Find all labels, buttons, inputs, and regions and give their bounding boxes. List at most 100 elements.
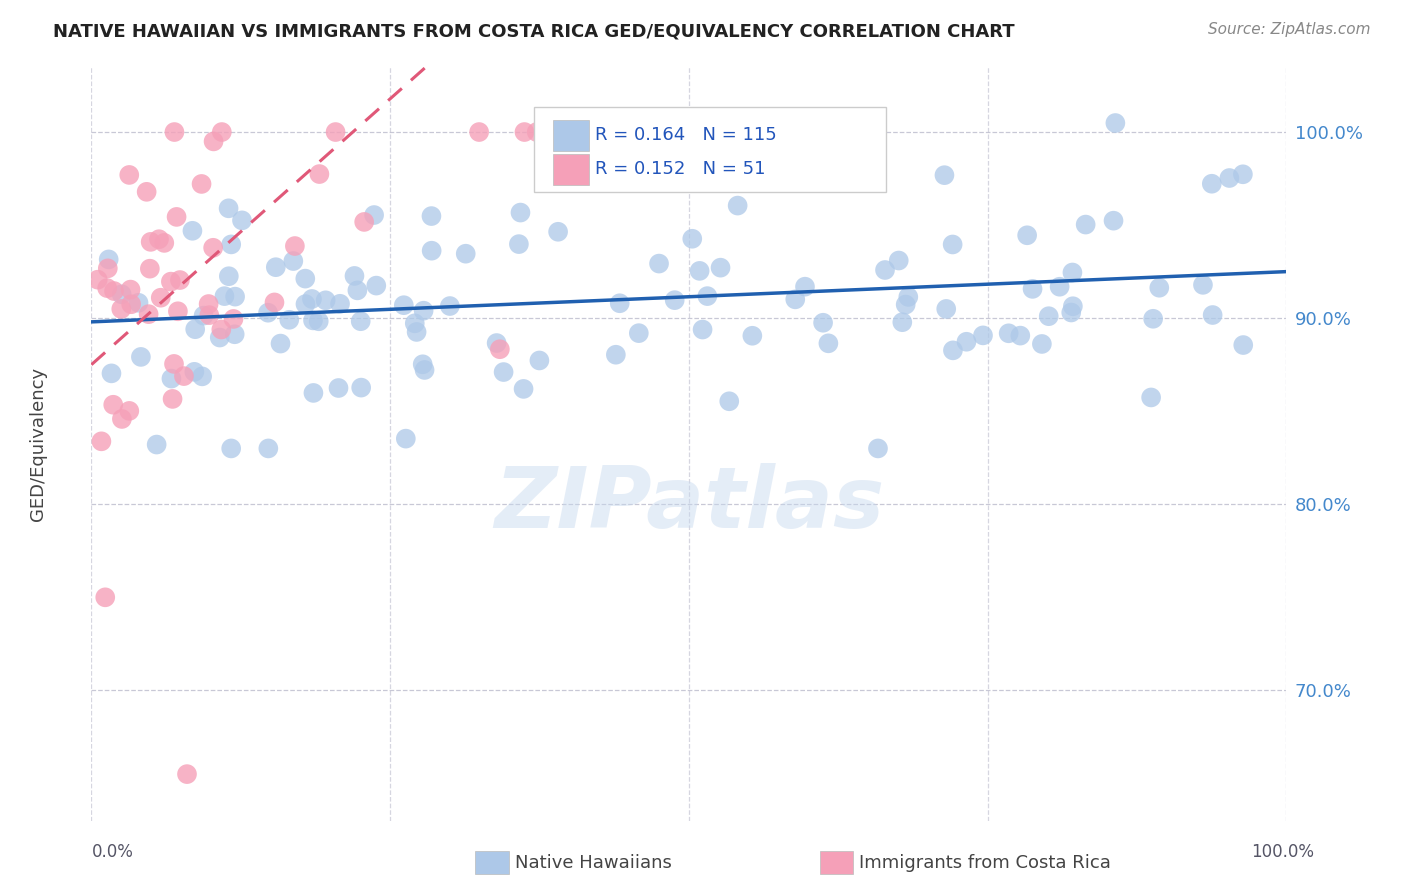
Point — [662, 125, 685, 139]
Point — [1010, 328, 1032, 343]
Point — [315, 293, 337, 308]
Point — [1201, 308, 1223, 322]
Point — [257, 442, 280, 456]
Point — [696, 289, 718, 303]
Point — [1038, 309, 1060, 323]
Point — [120, 283, 142, 297]
Point — [278, 313, 301, 327]
Point — [139, 235, 162, 249]
Point — [149, 291, 172, 305]
Point — [94, 591, 117, 605]
Text: GED/Equivalency: GED/Equivalency — [28, 367, 46, 521]
Point — [664, 293, 686, 307]
Text: R = 0.164   N = 115: R = 0.164 N = 115 — [595, 126, 776, 144]
Point — [110, 301, 132, 316]
Point — [346, 284, 368, 298]
Point — [727, 198, 749, 212]
Point — [218, 202, 240, 216]
Point — [353, 215, 375, 229]
Point — [211, 125, 233, 139]
Point — [1104, 116, 1126, 130]
Point — [811, 316, 834, 330]
Point — [167, 304, 190, 318]
Point — [485, 336, 508, 351]
Point — [420, 209, 443, 223]
Point — [689, 264, 711, 278]
Point — [214, 289, 236, 303]
Point — [1201, 177, 1223, 191]
Point — [166, 210, 188, 224]
Point — [709, 260, 731, 275]
Point — [191, 369, 214, 384]
Point — [202, 135, 225, 149]
Point — [935, 301, 957, 316]
Point — [695, 165, 717, 179]
Point — [302, 386, 325, 401]
Point — [218, 269, 240, 284]
Point — [231, 213, 253, 227]
Point — [294, 297, 316, 311]
Text: 0.0%: 0.0% — [91, 843, 134, 861]
Point — [509, 205, 531, 219]
Point — [420, 244, 443, 258]
Point — [492, 365, 515, 379]
Point — [605, 348, 627, 362]
Point — [111, 412, 134, 426]
Point — [350, 314, 373, 328]
Point — [934, 168, 956, 182]
Point — [405, 325, 427, 339]
Text: NATIVE HAWAIIAN VS IMMIGRANTS FROM COSTA RICA GED/EQUIVALENCY CORRELATION CHART: NATIVE HAWAIIAN VS IMMIGRANTS FROM COSTA… — [53, 22, 1015, 40]
Point — [547, 225, 569, 239]
Point — [219, 442, 242, 456]
Point — [741, 328, 763, 343]
Point — [183, 365, 205, 379]
Point — [609, 296, 631, 310]
Point — [1232, 167, 1254, 181]
Point — [308, 314, 330, 328]
Point — [1218, 171, 1240, 186]
Point — [111, 287, 134, 301]
Point — [145, 437, 167, 451]
Point — [301, 292, 323, 306]
Point — [526, 125, 548, 139]
Point — [1060, 305, 1083, 319]
Point — [1021, 282, 1043, 296]
Point — [1062, 265, 1084, 279]
Point — [169, 273, 191, 287]
Point — [163, 125, 186, 139]
Point — [209, 322, 232, 336]
Point — [128, 295, 150, 310]
Point — [224, 327, 246, 342]
Point — [350, 381, 373, 395]
Point — [160, 275, 183, 289]
Point — [731, 125, 754, 139]
Point — [129, 350, 152, 364]
Point — [197, 297, 219, 311]
Point — [284, 239, 307, 253]
Point — [302, 313, 325, 327]
Point — [90, 434, 112, 449]
Point — [87, 273, 110, 287]
Point — [395, 432, 418, 446]
Point — [718, 394, 741, 409]
Point — [366, 278, 388, 293]
Point — [202, 241, 225, 255]
Point — [148, 232, 170, 246]
Point — [160, 371, 183, 385]
Point — [363, 208, 385, 222]
Point — [224, 290, 246, 304]
Point — [190, 177, 212, 191]
Point — [208, 330, 231, 344]
Point — [181, 224, 204, 238]
Point — [329, 297, 352, 311]
Point — [139, 261, 162, 276]
Point — [717, 125, 740, 139]
Point — [173, 369, 195, 384]
Point — [193, 309, 215, 323]
Point — [176, 767, 198, 781]
Point — [1049, 279, 1071, 293]
Point — [512, 382, 534, 396]
Point — [412, 303, 434, 318]
Point — [392, 298, 415, 312]
Text: ZIPatlas: ZIPatlas — [494, 463, 884, 546]
